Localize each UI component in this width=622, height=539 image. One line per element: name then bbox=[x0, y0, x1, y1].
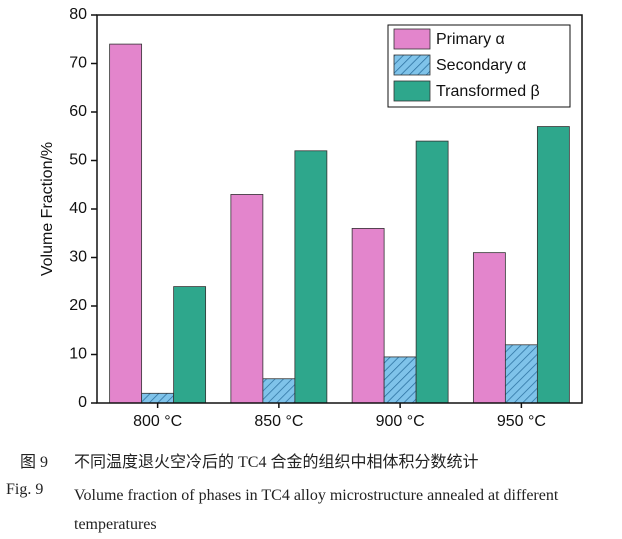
legend-label: Primary α bbox=[436, 31, 505, 48]
y-tick-label: 10 bbox=[69, 346, 87, 363]
y-tick-label: 0 bbox=[78, 394, 87, 411]
bar bbox=[383, 356, 417, 404]
bar bbox=[141, 392, 175, 404]
x-tick-label: 900 °C bbox=[376, 413, 425, 430]
plot-frame bbox=[96, 14, 583, 404]
y-tick-label: 20 bbox=[69, 297, 87, 314]
y-axis-label: Volume Fraction/% bbox=[39, 142, 56, 276]
bar bbox=[504, 344, 538, 404]
y-tick-label: 60 bbox=[69, 103, 87, 120]
bar bbox=[536, 126, 570, 404]
bar bbox=[173, 286, 207, 404]
legend-label: Transformed β bbox=[436, 83, 540, 100]
y-tick-label: 40 bbox=[69, 200, 87, 217]
caption-en-label: Fig. 9 bbox=[6, 481, 44, 498]
caption-cn-label: 图 9 bbox=[20, 454, 49, 471]
bar bbox=[351, 227, 385, 404]
legend-label: Secondary α bbox=[436, 57, 526, 74]
bar bbox=[262, 378, 296, 404]
bar bbox=[415, 140, 449, 404]
bar bbox=[230, 194, 264, 404]
legend-swatch bbox=[393, 28, 431, 50]
bar bbox=[109, 43, 143, 404]
y-tick-label: 80 bbox=[69, 6, 87, 23]
y-tick-label: 70 bbox=[69, 55, 87, 72]
chart: Volume Fraction/% 0 10 20 30 40 50 60 70 80 800 °… bbox=[39, 6, 583, 430]
caption-en: Volume fraction of phases in TC4 alloy m… bbox=[74, 487, 559, 533]
bar bbox=[294, 150, 328, 404]
legend-swatch bbox=[393, 54, 431, 76]
x-tick-label: 800 °C bbox=[133, 413, 182, 430]
legend-swatch bbox=[393, 80, 431, 102]
y-tick-label: 30 bbox=[69, 249, 87, 266]
bar bbox=[472, 252, 506, 404]
x-tick-label: 850 °C bbox=[254, 413, 303, 430]
x-tick-label: 950 °C bbox=[497, 413, 546, 430]
caption-cn: 不同温度退火空冷后的 TC4 合金的组织中相体积分数统计 bbox=[74, 454, 479, 471]
y-tick-label: 50 bbox=[69, 152, 87, 169]
